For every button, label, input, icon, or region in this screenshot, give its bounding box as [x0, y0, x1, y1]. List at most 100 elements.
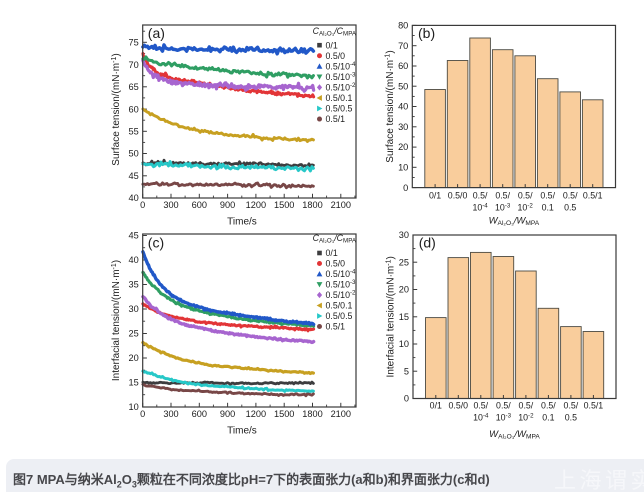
svg-text:(a): (a): [148, 25, 165, 41]
svg-text:25: 25: [399, 257, 409, 267]
svg-text:1200: 1200: [246, 409, 266, 419]
svg-text:15: 15: [128, 378, 138, 388]
svg-text:0: 0: [403, 183, 408, 193]
svg-text:0.5/0: 0.5/0: [326, 259, 346, 269]
svg-text:0.5/0.1: 0.5/0.1: [326, 301, 353, 311]
svg-text:(b): (b): [418, 25, 435, 41]
svg-text:0.5/0: 0.5/0: [449, 401, 469, 411]
svg-text:0.5/10-3: 0.5/10-3: [326, 72, 357, 82]
svg-text:0.5/: 0.5/: [473, 191, 488, 201]
svg-text:80: 80: [398, 21, 408, 31]
svg-text:0.5/0.5: 0.5/0.5: [326, 104, 353, 114]
svg-text:40: 40: [128, 255, 138, 265]
svg-text:0.5/1: 0.5/1: [326, 322, 346, 332]
svg-text:1500: 1500: [274, 200, 294, 210]
svg-text:50: 50: [128, 149, 138, 159]
svg-text:0/1: 0/1: [326, 248, 338, 258]
svg-text:0.5/: 0.5/: [541, 401, 556, 411]
svg-text:10-3: 10-3: [496, 412, 512, 422]
svg-text:Time/s: Time/s: [227, 217, 257, 228]
svg-text:Surface tension/(mN·m-1): Surface tension/(mN·m-1): [111, 53, 122, 165]
svg-text:30: 30: [399, 230, 409, 240]
svg-text:1800: 1800: [302, 409, 322, 419]
svg-text:2100: 2100: [331, 200, 351, 210]
svg-text:900: 900: [220, 409, 235, 419]
svg-text:600: 600: [192, 409, 207, 419]
svg-text:50: 50: [398, 81, 408, 91]
svg-text:0.1: 0.1: [542, 413, 554, 423]
svg-text:300: 300: [163, 409, 178, 419]
svg-text:45: 45: [128, 171, 138, 181]
svg-text:CAl₂O₃/CMPA: CAl₂O₃/CMPA: [313, 26, 357, 38]
svg-text:0.5/: 0.5/: [563, 191, 578, 201]
svg-text:20: 20: [399, 285, 409, 295]
svg-text:0.5/: 0.5/: [564, 401, 579, 411]
svg-text:CAl₂O₃/CMPA: CAl₂O₃/CMPA: [313, 233, 357, 245]
svg-text:0.5/10-4: 0.5/10-4: [326, 61, 357, 71]
svg-text:0.5/10-3: 0.5/10-3: [326, 279, 357, 289]
svg-text:0.5/0.1: 0.5/0.1: [326, 93, 353, 103]
svg-text:0.5/: 0.5/: [495, 191, 510, 201]
svg-text:60: 60: [128, 104, 138, 114]
svg-text:WAl₂O₃/WMPA: WAl₂O₃/WMPA: [489, 216, 540, 228]
svg-text:1800: 1800: [302, 200, 322, 210]
svg-text:0: 0: [140, 409, 145, 419]
svg-text:0/1: 0/1: [326, 40, 338, 50]
svg-text:0.5/0: 0.5/0: [326, 51, 346, 61]
svg-text:70: 70: [128, 60, 138, 70]
svg-text:Time/s: Time/s: [227, 426, 257, 437]
svg-text:10-4: 10-4: [472, 202, 488, 212]
svg-text:300: 300: [163, 200, 178, 210]
svg-text:(c): (c): [148, 235, 164, 251]
svg-text:60: 60: [398, 61, 408, 71]
svg-text:45: 45: [128, 231, 138, 241]
svg-text:WAl₂O₃/WMPA: WAl₂O₃/WMPA: [489, 429, 540, 441]
svg-text:10-2: 10-2: [518, 412, 534, 422]
svg-text:30: 30: [398, 122, 408, 132]
svg-text:40: 40: [398, 102, 408, 112]
svg-text:900: 900: [220, 200, 235, 210]
svg-text:55: 55: [128, 127, 138, 137]
svg-text:0.5/10-4: 0.5/10-4: [326, 269, 357, 279]
svg-text:0/1: 0/1: [429, 191, 441, 201]
svg-text:30: 30: [128, 304, 138, 314]
svg-text:20: 20: [398, 142, 408, 152]
svg-text:0.5: 0.5: [565, 413, 577, 423]
svg-text:0.5/10-2: 0.5/10-2: [326, 82, 357, 92]
svg-text:20: 20: [128, 353, 138, 363]
svg-text:10: 10: [398, 163, 408, 173]
svg-text:0: 0: [404, 394, 409, 404]
svg-text:0.5: 0.5: [564, 203, 576, 213]
svg-text:10-2: 10-2: [518, 202, 534, 212]
svg-text:Interfacial tension/(mN·m-1): Interfacial tension/(mN·m-1): [111, 260, 122, 381]
svg-text:65: 65: [128, 82, 138, 92]
svg-text:0.5/1: 0.5/1: [584, 401, 604, 411]
svg-text:Interfacial tension/(mN·m-1): Interfacial tension/(mN·m-1): [385, 256, 396, 377]
svg-text:0.5/1: 0.5/1: [583, 191, 603, 201]
svg-text:1200: 1200: [246, 200, 266, 210]
svg-text:10: 10: [399, 339, 409, 349]
svg-text:0.5/0: 0.5/0: [448, 191, 468, 201]
svg-text:70: 70: [398, 41, 408, 51]
svg-text:0.5/: 0.5/: [518, 191, 533, 201]
svg-text:0: 0: [140, 200, 145, 210]
svg-text:0.5/: 0.5/: [496, 401, 511, 411]
svg-text:(d): (d): [419, 235, 436, 251]
svg-text:600: 600: [192, 200, 207, 210]
svg-text:Surface tension/(mN·m-1): Surface tension/(mN·m-1): [385, 50, 396, 162]
svg-text:10: 10: [128, 402, 138, 412]
svg-text:40: 40: [128, 193, 138, 203]
svg-text:0.5/: 0.5/: [540, 191, 555, 201]
svg-text:10-4: 10-4: [473, 412, 489, 422]
svg-text:35: 35: [128, 280, 138, 290]
svg-text:10-3: 10-3: [495, 202, 511, 212]
svg-text:0/1: 0/1: [430, 401, 442, 411]
svg-text:0.5/: 0.5/: [473, 401, 488, 411]
svg-text:15: 15: [399, 312, 409, 322]
svg-text:1500: 1500: [274, 409, 294, 419]
svg-text:5: 5: [404, 366, 409, 376]
svg-text:75: 75: [128, 38, 138, 48]
svg-text:0.5/10-2: 0.5/10-2: [326, 290, 357, 300]
svg-text:0.5/: 0.5/: [519, 401, 534, 411]
svg-text:0.5/0.5: 0.5/0.5: [326, 311, 353, 321]
